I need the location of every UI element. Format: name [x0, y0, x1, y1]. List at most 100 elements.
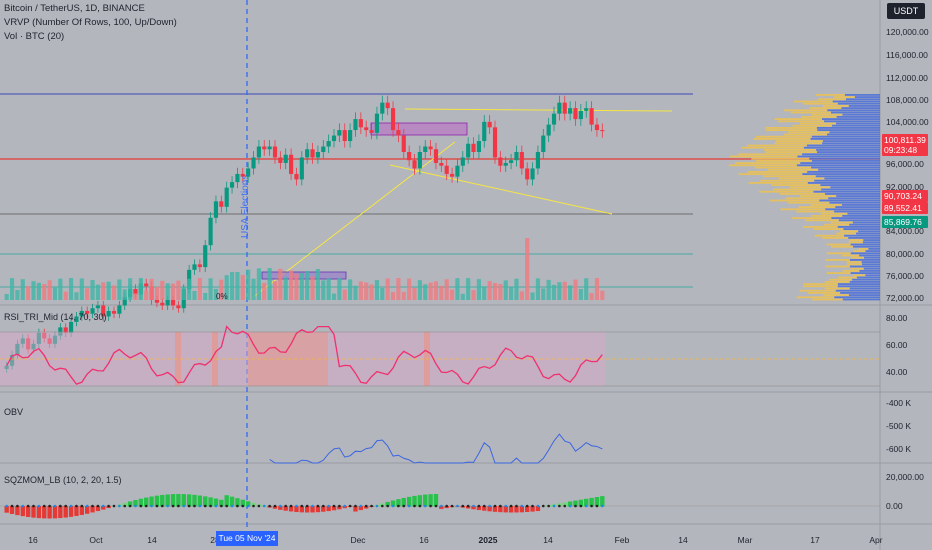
sqz-histogram-bar	[428, 494, 433, 507]
sqz-histogram-bar	[4, 506, 9, 513]
sqz-dot	[499, 504, 502, 508]
symbol-title: Bitcoin / TetherUS, 1D, BINANCE	[4, 3, 145, 14]
volume-profile-bar	[818, 168, 880, 171]
volume-profile-bar	[763, 175, 816, 178]
volume-profile-bar	[816, 151, 880, 153]
volume-profile-bar	[822, 142, 880, 145]
currency-button[interactable]: USDT	[887, 3, 925, 19]
sqz-histogram-bar	[573, 500, 578, 507]
volume-profile-bar	[861, 263, 880, 266]
volume-profile-bar	[858, 248, 869, 250]
volume-bar	[589, 293, 594, 300]
volume-indicator-label[interactable]: Vol · BTC (20)	[4, 31, 65, 42]
candle-body	[229, 182, 235, 188]
time-tick-label: 14	[147, 535, 157, 545]
sqz-histogram-bar	[305, 506, 310, 513]
volume-profile-bar	[830, 186, 880, 189]
sqz-histogram-bar	[197, 495, 203, 507]
candle-body	[589, 108, 594, 125]
volume-bar	[455, 278, 460, 300]
volume-bar	[401, 291, 406, 300]
candle-body	[364, 127, 369, 131]
volume-profile-bar	[828, 197, 880, 200]
sqz-dot	[429, 504, 432, 508]
volume-bar	[181, 287, 186, 300]
volume-bar	[283, 277, 288, 300]
sqz-dot	[321, 504, 325, 508]
volume-profile-bar	[862, 241, 880, 244]
sqz-histogram-bar	[310, 506, 315, 513]
candle-body	[58, 327, 63, 336]
volume-profile-bar	[853, 250, 866, 252]
sqz-histogram-bar	[589, 497, 594, 507]
price-tick-label: 120,000.00	[886, 27, 929, 37]
volume-bar	[42, 284, 47, 300]
volume-profile-bar	[824, 177, 880, 180]
sqz-histogram-bar	[508, 506, 514, 513]
volume-bar	[229, 271, 235, 300]
sqz-histogram-bar	[74, 506, 79, 516]
sqz-dot	[348, 504, 352, 508]
sqz-dot	[472, 504, 475, 508]
volume-bar	[380, 288, 385, 300]
candle-body	[466, 143, 471, 158]
candle-body	[568, 108, 573, 114]
sqz-dot	[21, 504, 25, 508]
volume-bar	[213, 288, 219, 300]
volume-profile-bar	[765, 151, 817, 153]
candle-body	[487, 121, 492, 128]
volume-bar	[492, 282, 498, 300]
volume-profile-bar	[812, 298, 843, 301]
volume-profile-bar	[729, 155, 798, 158]
sqz-histogram-bar	[133, 500, 138, 507]
volume-profile-bar	[741, 146, 804, 149]
volume-profile-bar	[774, 142, 823, 145]
candle-body	[498, 157, 503, 166]
sqz-histogram-bar	[176, 494, 181, 507]
volume-profile-bar	[848, 294, 880, 296]
volume-profile-bar	[824, 287, 850, 290]
sqz-dot	[579, 504, 583, 508]
vrvp-indicator-label[interactable]: VRVP (Number Of Rows, 100, Up/Down)	[4, 17, 177, 28]
volume-bar	[396, 278, 401, 300]
sqz-tick-label: 0.00	[886, 501, 903, 511]
volume-profile-bar	[789, 186, 831, 189]
sqz-pane-title[interactable]: SQZMOM_LB (10, 2, 20, 1.5)	[4, 475, 122, 485]
obv-tick-label: -500 K	[886, 421, 912, 431]
sqz-histogram-bar	[219, 499, 224, 507]
candle-body	[213, 201, 219, 218]
volume-bar	[246, 269, 251, 300]
sqz-histogram-bar	[58, 506, 63, 519]
sqz-histogram-bar	[52, 506, 58, 519]
sqz-dot	[445, 504, 449, 508]
volume-profile-bar	[848, 237, 880, 239]
volume-bar	[20, 279, 25, 300]
volume-bar	[337, 278, 342, 300]
candle-body	[385, 102, 390, 109]
volume-profile-bar	[778, 177, 825, 180]
candle-body	[433, 149, 439, 163]
volume-profile-bar	[814, 234, 845, 237]
candle-body	[444, 165, 449, 174]
sqz-dot	[53, 504, 57, 508]
sqz-dot	[225, 504, 228, 508]
volume-bar	[412, 287, 417, 300]
volume-bar	[101, 282, 106, 300]
sqz-dot	[171, 504, 175, 508]
sqz-dot	[327, 504, 330, 508]
volume-bar	[364, 282, 369, 300]
volume-profile-bar	[825, 259, 850, 261]
volume-profile-bar	[825, 208, 880, 211]
volume-profile-bar	[841, 254, 860, 257]
volume-profile-bar	[753, 138, 811, 140]
volume-bar	[197, 278, 202, 300]
sqz-histogram-bar	[385, 501, 390, 507]
rsi-pane-title[interactable]: RSI_TRI_Mid (14, 70, 30)	[4, 312, 107, 322]
volume-profile-bar	[847, 263, 862, 266]
candle-body	[546, 124, 551, 136]
sqz-histogram-bar	[101, 506, 106, 510]
volume-bar	[219, 279, 224, 300]
obv-pane-title[interactable]: OBV	[4, 407, 24, 417]
volume-bar	[471, 290, 476, 300]
